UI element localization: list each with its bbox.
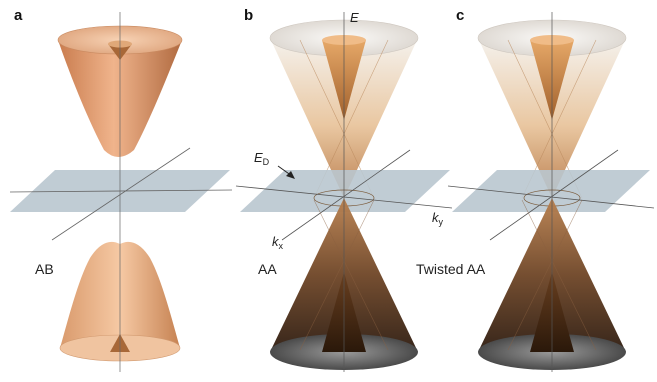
- ab-kx-axis: [51, 147, 191, 241]
- ky-axis-label: ky: [432, 210, 444, 227]
- taa-cross-line-4: [521, 199, 597, 351]
- taa-kx-axis: [489, 149, 619, 241]
- taa-ky-axis: [447, 185, 655, 209]
- aa-cross-line-4: [313, 199, 389, 351]
- case-label-aa: AA: [258, 261, 277, 277]
- aa-kx-axis: [281, 149, 411, 241]
- kx-axis-label: kx: [272, 234, 284, 251]
- taa-cross-line-3: [507, 199, 583, 351]
- case-label-twisted-aa: Twisted AA: [416, 261, 486, 277]
- panel-a: a AB: [9, 7, 233, 372]
- panel-letter-c: c: [456, 7, 464, 24]
- panel-letter-a: a: [14, 7, 23, 24]
- aa-plane: [240, 170, 450, 212]
- dirac-energy-label: ED: [254, 150, 270, 167]
- ab-ky-axis: [9, 189, 233, 193]
- energy-axis-label: E: [350, 10, 359, 25]
- taa-plane: [452, 170, 650, 212]
- aa-cross-line-3: [299, 199, 375, 351]
- panel-b: b E ED kx ky AA: [235, 7, 453, 372]
- panel-letter-b: b: [244, 7, 253, 24]
- dirac-arrow-head: [286, 171, 295, 179]
- case-label-ab: AB: [35, 261, 54, 277]
- panel-c: c Twisted AA: [416, 7, 655, 372]
